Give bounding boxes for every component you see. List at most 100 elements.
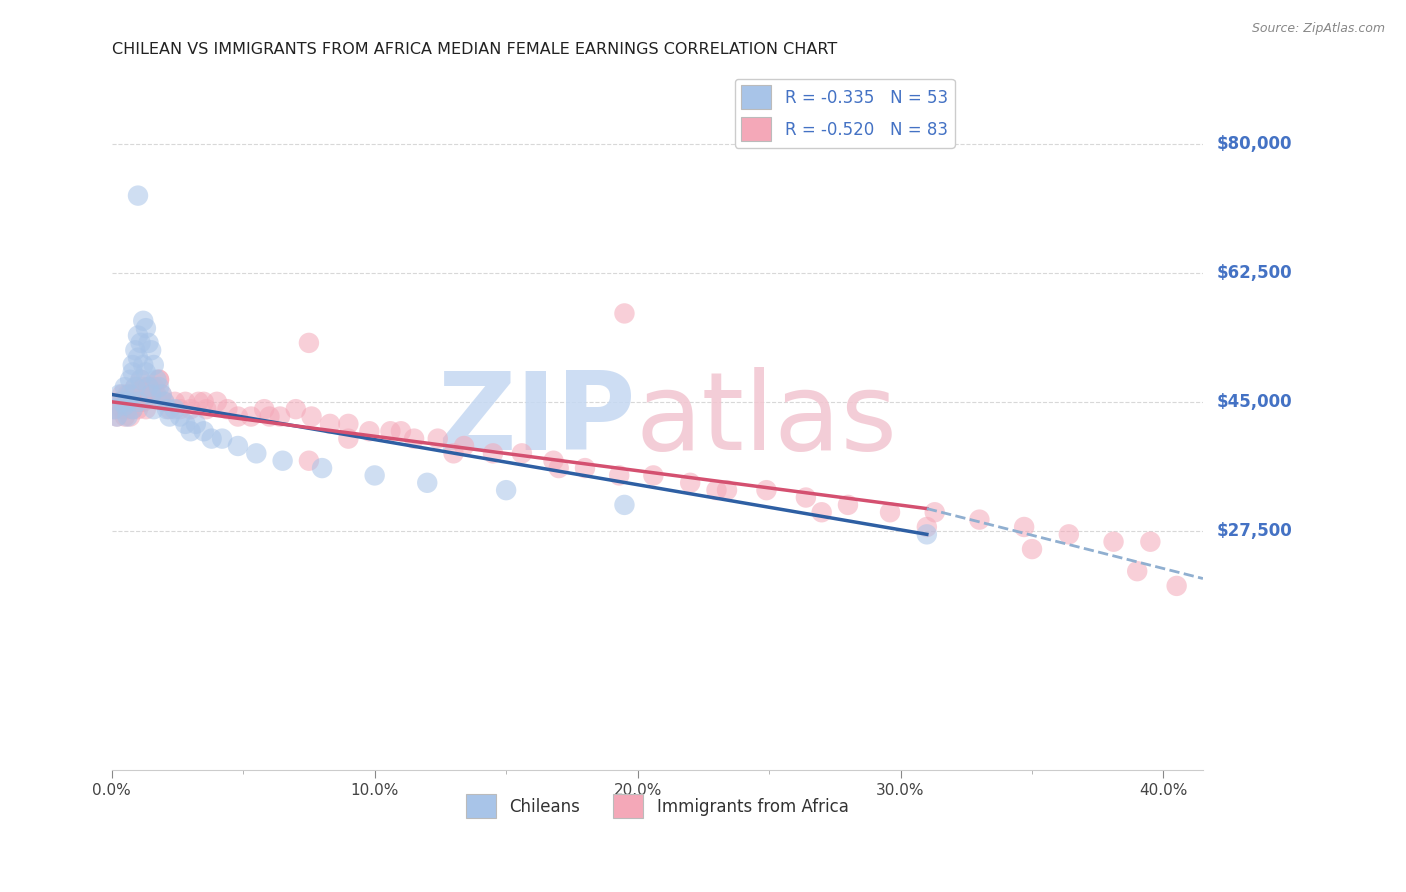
Point <box>132 380 155 394</box>
Point <box>706 483 728 498</box>
Point <box>127 387 149 401</box>
Point <box>810 505 832 519</box>
Point <box>217 402 239 417</box>
Point <box>120 373 142 387</box>
Point <box>1139 534 1161 549</box>
Point <box>121 365 143 379</box>
Point <box>174 394 197 409</box>
Point <box>547 461 569 475</box>
Point <box>510 446 533 460</box>
Point <box>643 468 665 483</box>
Point <box>363 468 385 483</box>
Point <box>150 387 173 401</box>
Point <box>153 394 176 409</box>
Point <box>121 387 143 401</box>
Point <box>148 373 170 387</box>
Point <box>105 409 128 424</box>
Point <box>253 402 276 417</box>
Point <box>1126 564 1149 578</box>
Point <box>111 387 134 401</box>
Point <box>108 387 131 401</box>
Point <box>120 387 142 401</box>
Point <box>187 394 209 409</box>
Point <box>142 358 165 372</box>
Point <box>443 446 465 460</box>
Point <box>404 432 426 446</box>
Point <box>211 432 233 446</box>
Point <box>132 314 155 328</box>
Text: $27,500: $27,500 <box>1216 522 1292 540</box>
Point <box>495 483 517 498</box>
Point <box>129 373 152 387</box>
Point <box>103 402 125 417</box>
Point <box>114 399 136 413</box>
Point <box>145 387 167 401</box>
Point <box>142 380 165 394</box>
Point <box>121 402 143 417</box>
Point <box>169 402 191 417</box>
Point <box>135 321 157 335</box>
Point <box>159 402 181 417</box>
Point <box>117 409 139 424</box>
Point <box>574 461 596 475</box>
Point <box>142 402 165 417</box>
Point <box>135 387 157 401</box>
Point <box>135 365 157 379</box>
Point <box>138 380 160 394</box>
Point <box>679 475 702 490</box>
Point <box>311 461 333 475</box>
Point <box>716 483 738 498</box>
Point <box>180 402 202 417</box>
Text: atlas: atlas <box>636 368 897 474</box>
Point <box>482 446 505 460</box>
Point <box>127 402 149 417</box>
Point <box>141 387 163 401</box>
Point <box>138 335 160 350</box>
Point <box>156 402 179 417</box>
Point <box>127 394 149 409</box>
Point <box>613 498 636 512</box>
Text: Source: ZipAtlas.com: Source: ZipAtlas.com <box>1251 22 1385 36</box>
Point <box>127 351 149 365</box>
Point <box>226 409 249 424</box>
Point <box>426 432 449 446</box>
Point <box>141 387 163 401</box>
Point <box>226 439 249 453</box>
Point <box>837 498 859 512</box>
Point <box>613 306 636 320</box>
Point <box>245 446 267 460</box>
Point <box>124 380 146 394</box>
Point <box>259 409 281 424</box>
Point <box>301 409 323 424</box>
Point <box>319 417 342 431</box>
Legend: Chileans, Immigrants from Africa: Chileans, Immigrants from Africa <box>460 788 855 824</box>
Point <box>1166 579 1188 593</box>
Point <box>105 409 128 424</box>
Text: CHILEAN VS IMMIGRANTS FROM AFRICA MEDIAN FEMALE EARNINGS CORRELATION CHART: CHILEAN VS IMMIGRANTS FROM AFRICA MEDIAN… <box>111 42 837 57</box>
Point <box>103 402 125 417</box>
Point <box>114 380 136 394</box>
Point <box>135 402 157 417</box>
Point <box>271 453 294 467</box>
Text: $45,000: $45,000 <box>1216 392 1292 411</box>
Point <box>111 402 134 417</box>
Point <box>148 380 170 394</box>
Point <box>163 394 186 409</box>
Point <box>205 394 228 409</box>
Point <box>298 335 321 350</box>
Point <box>269 409 291 424</box>
Point <box>120 394 142 409</box>
Point <box>117 387 139 401</box>
Point <box>1057 527 1080 541</box>
Point <box>132 394 155 409</box>
Point <box>153 394 176 409</box>
Point <box>193 394 215 409</box>
Point <box>145 373 167 387</box>
Text: $62,500: $62,500 <box>1216 264 1292 282</box>
Point <box>124 380 146 394</box>
Point <box>127 188 149 202</box>
Point <box>148 373 170 387</box>
Point <box>184 417 207 431</box>
Point <box>127 328 149 343</box>
Point <box>193 424 215 438</box>
